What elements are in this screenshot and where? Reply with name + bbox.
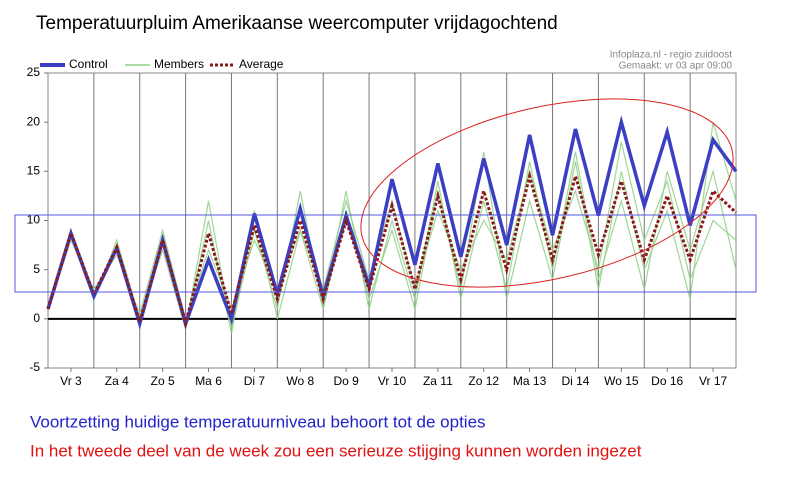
y-tick-label: 0 xyxy=(33,311,40,325)
x-tick-label: Di 14 xyxy=(561,374,589,388)
series-line xyxy=(46,170,738,330)
y-tick-label: -5 xyxy=(29,360,40,374)
x-tick-label: Di 7 xyxy=(244,374,266,388)
caption-blue: Voortzetting huidige temperatuurniveau b… xyxy=(30,412,486,431)
caption-red: In het tweede deel van de week zou een s… xyxy=(30,441,642,460)
x-tick-label: Do 16 xyxy=(651,374,683,388)
member-line xyxy=(47,121,737,329)
highlight-ellipse xyxy=(360,98,734,288)
x-tick-label: Za 11 xyxy=(423,374,453,388)
legend-label: Average xyxy=(239,57,284,71)
y-tick-label: 25 xyxy=(27,65,41,79)
x-tick-label: Wo 15 xyxy=(604,374,639,388)
chart-title: Temperatuurpluim Amerikaanse weercompute… xyxy=(36,13,558,34)
x-tick-label: Zo 5 xyxy=(151,374,175,388)
highlight-box xyxy=(14,214,757,293)
y-tick-label: 5 xyxy=(33,262,40,276)
legend-label: Members xyxy=(154,57,204,71)
x-tick-label: Vr 17 xyxy=(699,374,728,388)
x-tick-label: Wo 8 xyxy=(286,374,314,388)
source: Infoplaza.nl - regio zuidoost xyxy=(610,50,733,61)
x-tick-label: Vr 10 xyxy=(378,374,407,388)
x-tick-label: Ma 6 xyxy=(195,374,222,388)
y-tick-label: 10 xyxy=(27,213,41,227)
x-tick-label: Zo 12 xyxy=(468,374,499,388)
x-tick-label: Do 9 xyxy=(333,374,359,388)
made: Gemaakt: vr 03 apr 09:00 xyxy=(619,61,733,72)
y-tick-label: 20 xyxy=(27,114,41,128)
series-line xyxy=(46,115,738,331)
x-tick-label: Za 4 xyxy=(105,374,129,388)
y-tick-label: 15 xyxy=(27,164,41,178)
x-tick-label: Vr 3 xyxy=(60,374,82,388)
legend-label: Control xyxy=(69,57,108,71)
x-tick-label: Ma 13 xyxy=(513,374,547,388)
